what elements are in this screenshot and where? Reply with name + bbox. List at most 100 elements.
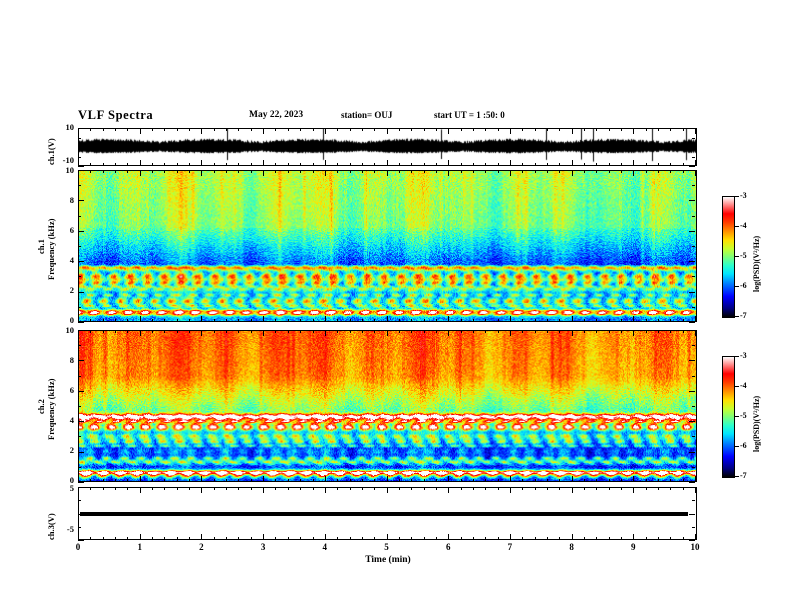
x-tick	[596, 163, 598, 166]
ch1-waveform-trace	[79, 129, 696, 165]
x-tick	[115, 319, 116, 322]
x-tick	[374, 163, 376, 166]
x-tick	[571, 534, 573, 540]
x-tick	[658, 163, 659, 166]
y-tick	[78, 436, 81, 438]
y-tick	[689, 230, 695, 232]
ch1-spectrogram-panel	[78, 170, 697, 322]
y-tick	[78, 345, 81, 347]
y-tick	[78, 360, 84, 362]
x-tick	[448, 170, 450, 176]
x-tick	[460, 487, 462, 490]
x-tick	[275, 128, 277, 131]
y-tick	[78, 147, 84, 148]
x-tick	[497, 487, 499, 490]
x-tick	[571, 128, 573, 134]
x-tick	[522, 487, 524, 490]
x-tick	[152, 479, 153, 482]
x-tick-label: 10	[690, 542, 700, 552]
x-tick	[374, 319, 376, 322]
y-tick	[692, 500, 695, 502]
x-tick	[90, 319, 92, 322]
x-tick	[546, 128, 548, 131]
x-tick	[263, 487, 265, 493]
x-tick	[324, 534, 326, 540]
x-tick	[263, 330, 265, 336]
x-tick	[189, 163, 191, 166]
x-tick	[670, 479, 672, 482]
x-tick	[312, 319, 314, 322]
ch3-flat-trace	[80, 512, 688, 516]
ch1-spectrogram-image	[79, 171, 696, 321]
x-tick	[522, 537, 524, 540]
x-tick	[497, 170, 499, 173]
x-tick	[337, 487, 339, 490]
y-tick	[78, 322, 84, 323]
colorbar-tick-label: -4	[740, 221, 747, 230]
x-tick	[485, 330, 487, 333]
y-tick	[78, 540, 84, 541]
y-tick	[78, 487, 84, 488]
x-tick	[509, 160, 511, 166]
x-tick	[670, 163, 672, 166]
x-tick	[658, 487, 659, 490]
x-tick	[275, 537, 277, 540]
x-tick	[583, 128, 585, 131]
y-tick	[78, 230, 84, 232]
x-tick	[411, 163, 413, 166]
x-tick	[189, 319, 191, 322]
y-tick	[78, 482, 84, 483]
y-tick	[78, 166, 84, 167]
x-tick	[374, 487, 376, 490]
ch1-ytick-top: 10	[65, 122, 75, 132]
x-tick	[658, 170, 659, 173]
y-tick	[78, 451, 84, 453]
x-tick	[361, 487, 363, 490]
x-tick	[152, 128, 153, 131]
x-tick	[275, 319, 277, 322]
x-tick	[287, 479, 289, 482]
x-tick	[78, 330, 79, 336]
x-tick	[583, 170, 585, 173]
x-tick	[695, 128, 696, 134]
x-tick	[238, 537, 240, 540]
x-tick	[90, 128, 92, 131]
y-tick	[689, 540, 695, 541]
x-tick	[546, 330, 548, 333]
x-tick	[435, 537, 437, 540]
ch2-spectrogram-image	[79, 331, 696, 481]
x-tick	[695, 534, 696, 540]
ch1-freq-ytick-0: 0	[69, 315, 74, 325]
x-tick	[633, 330, 635, 336]
x-tick	[497, 479, 499, 482]
x-tick	[139, 534, 141, 540]
y-tick	[692, 156, 695, 158]
x-tick	[127, 479, 129, 482]
x-tick	[176, 170, 178, 173]
colorbar-tick	[735, 476, 739, 477]
x-tick	[374, 128, 376, 131]
x-tick	[226, 330, 228, 333]
x-tick	[127, 163, 129, 166]
start-ut-label: start UT = 1 :50: 0	[434, 110, 505, 120]
x-tick	[176, 479, 178, 482]
x-tick	[275, 163, 277, 166]
x-tick	[435, 479, 437, 482]
x-tick	[139, 316, 141, 322]
x-tick	[226, 163, 228, 166]
x-tick	[485, 537, 487, 540]
x-tick	[386, 487, 388, 493]
x-tick	[201, 487, 203, 493]
x-tick	[324, 487, 326, 493]
x-tick	[139, 330, 141, 336]
x-tick	[287, 537, 289, 540]
x-tick	[201, 160, 203, 166]
x-tick	[583, 330, 585, 333]
x-tick	[423, 170, 425, 173]
x-tick	[324, 330, 326, 336]
x-tick	[645, 163, 647, 166]
x-tick	[164, 487, 166, 490]
x-tick	[349, 330, 351, 333]
x-tick	[127, 487, 129, 490]
x-tick	[645, 170, 647, 173]
